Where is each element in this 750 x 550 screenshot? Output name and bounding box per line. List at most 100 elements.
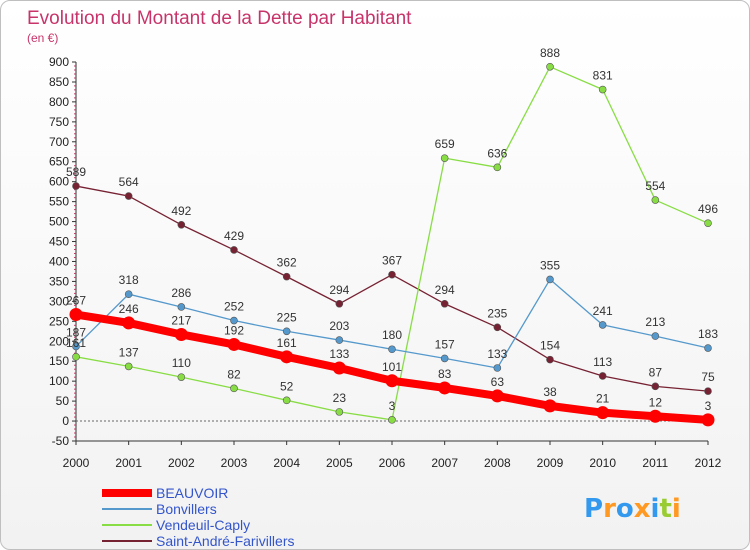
series-point-3 — [282, 272, 291, 281]
data-label-1: 241 — [593, 304, 613, 318]
data-label-2: 636 — [487, 146, 507, 160]
x-tick-label: 2003 — [221, 456, 248, 470]
series-point-1 — [493, 364, 502, 372]
series-point-1 — [335, 336, 344, 344]
series-point-2 — [704, 219, 712, 227]
legend-label-2: Vendeuil-Caply — [156, 517, 250, 533]
y-tick-label: 600 — [49, 175, 69, 189]
data-label-1: 133 — [487, 347, 507, 361]
y-tick-label: 700 — [49, 135, 69, 149]
series-point-3 — [177, 220, 186, 229]
data-label-3: 235 — [487, 306, 507, 320]
data-label-3: 154 — [540, 339, 560, 353]
series-point-3 — [651, 382, 660, 391]
data-label-0: 12 — [649, 395, 663, 409]
y-tick-label: 100 — [49, 374, 69, 388]
y-tick-label: 50 — [56, 394, 70, 408]
y-tick-label: 0 — [62, 414, 69, 428]
data-label-2: 888 — [540, 46, 560, 60]
x-tick-label: 2002 — [168, 456, 195, 470]
series-point-3 — [704, 387, 712, 395]
series-point-1 — [546, 275, 554, 284]
series-point-2 — [546, 62, 554, 71]
data-label-1: 213 — [645, 315, 665, 329]
data-label-0: 21 — [596, 392, 610, 406]
x-tick-label: 2010 — [589, 456, 616, 470]
series-point-0 — [280, 350, 294, 364]
axes: -50 0 50 100 150 200 250 300 350 400 450 500 550 600 6… — [49, 55, 722, 470]
data-label-3: 75 — [701, 370, 715, 384]
proxiti-logo: Proxiti — [584, 494, 681, 524]
series-point-1 — [651, 332, 660, 340]
data-label-3: 492 — [171, 204, 191, 218]
series-point-3 — [388, 270, 396, 279]
y-tick-label: 400 — [49, 254, 69, 268]
series-point-1 — [230, 316, 238, 325]
series-point-1 — [704, 344, 712, 352]
data-label-1: 203 — [329, 319, 349, 333]
data-label-3: 294 — [435, 283, 455, 297]
series-point-0 — [122, 316, 136, 330]
series-point-2 — [124, 362, 133, 371]
data-label-2: 110 — [172, 356, 191, 370]
series-point-1 — [598, 321, 607, 329]
series-point-0 — [543, 399, 557, 413]
series-point-3 — [546, 355, 554, 364]
series-point-1 — [388, 345, 396, 354]
data-label-0: 63 — [491, 375, 505, 389]
series-layer — [69, 62, 715, 427]
series-point-3 — [72, 182, 80, 190]
x-tick-label: 2000 — [63, 456, 90, 470]
y-tick-label: 850 — [49, 75, 69, 89]
data-label-3: 294 — [329, 283, 349, 297]
data-label-1: 180 — [382, 328, 402, 342]
data-label-1: 318 — [119, 273, 139, 287]
series-point-0 — [648, 409, 662, 423]
data-label-2: 82 — [227, 367, 241, 381]
data-label-1: 183 — [698, 327, 718, 341]
series-point-2 — [598, 85, 607, 94]
data-label-2: 52 — [280, 379, 294, 393]
data-label-0: 38 — [543, 385, 557, 399]
x-tick-label: 2007 — [431, 456, 458, 470]
data-label-1: 355 — [540, 258, 560, 272]
data-label-3: 113 — [593, 355, 612, 369]
data-label-0: 3 — [705, 399, 712, 413]
data-label-3: 362 — [277, 256, 297, 270]
x-tick-label: 2004 — [273, 456, 300, 470]
series-point-3 — [493, 323, 502, 332]
logo-text: Proxiti — [584, 494, 681, 524]
series-point-0 — [69, 308, 83, 322]
x-tick-label: 2012 — [695, 456, 722, 470]
data-label-0: 83 — [438, 367, 452, 381]
y-tick-label: 200 — [49, 334, 69, 348]
y-tick-label: 650 — [49, 155, 69, 169]
data-label-0: 101 — [382, 360, 402, 374]
data-label-0: 133 — [329, 347, 349, 361]
data-labels: 589 564 492 429 362 294 367 294 235 154 113 87 75 161… — [66, 46, 718, 413]
series-point-2 — [493, 163, 502, 172]
series-point-3 — [124, 192, 133, 200]
data-label-2: 3 — [389, 399, 396, 413]
x-tick-label: 2009 — [537, 456, 564, 470]
series-point-3 — [440, 299, 449, 308]
series-point-2 — [230, 384, 238, 393]
data-label-2: 137 — [119, 345, 139, 359]
data-label-3: 429 — [224, 229, 244, 243]
data-label-0: 217 — [171, 313, 191, 327]
series-point-2 — [335, 408, 344, 416]
chart-subtitle: (en €) — [27, 31, 58, 45]
y-tick-label: 450 — [49, 235, 69, 249]
data-label-2: 496 — [698, 202, 718, 216]
data-label-1: 225 — [277, 310, 297, 324]
chart-title: Evolution du Montant de la Dette par Hab… — [27, 8, 412, 29]
data-label-3: 564 — [119, 175, 139, 189]
x-tick-label: 2001 — [115, 456, 142, 470]
x-tick-label: 2011 — [642, 456, 668, 470]
data-label-2: 554 — [645, 179, 665, 193]
y-tick-label: 300 — [49, 294, 69, 308]
series-point-2 — [282, 396, 291, 405]
data-label-2: 659 — [435, 137, 455, 151]
y-tick-label: -50 — [52, 434, 70, 448]
